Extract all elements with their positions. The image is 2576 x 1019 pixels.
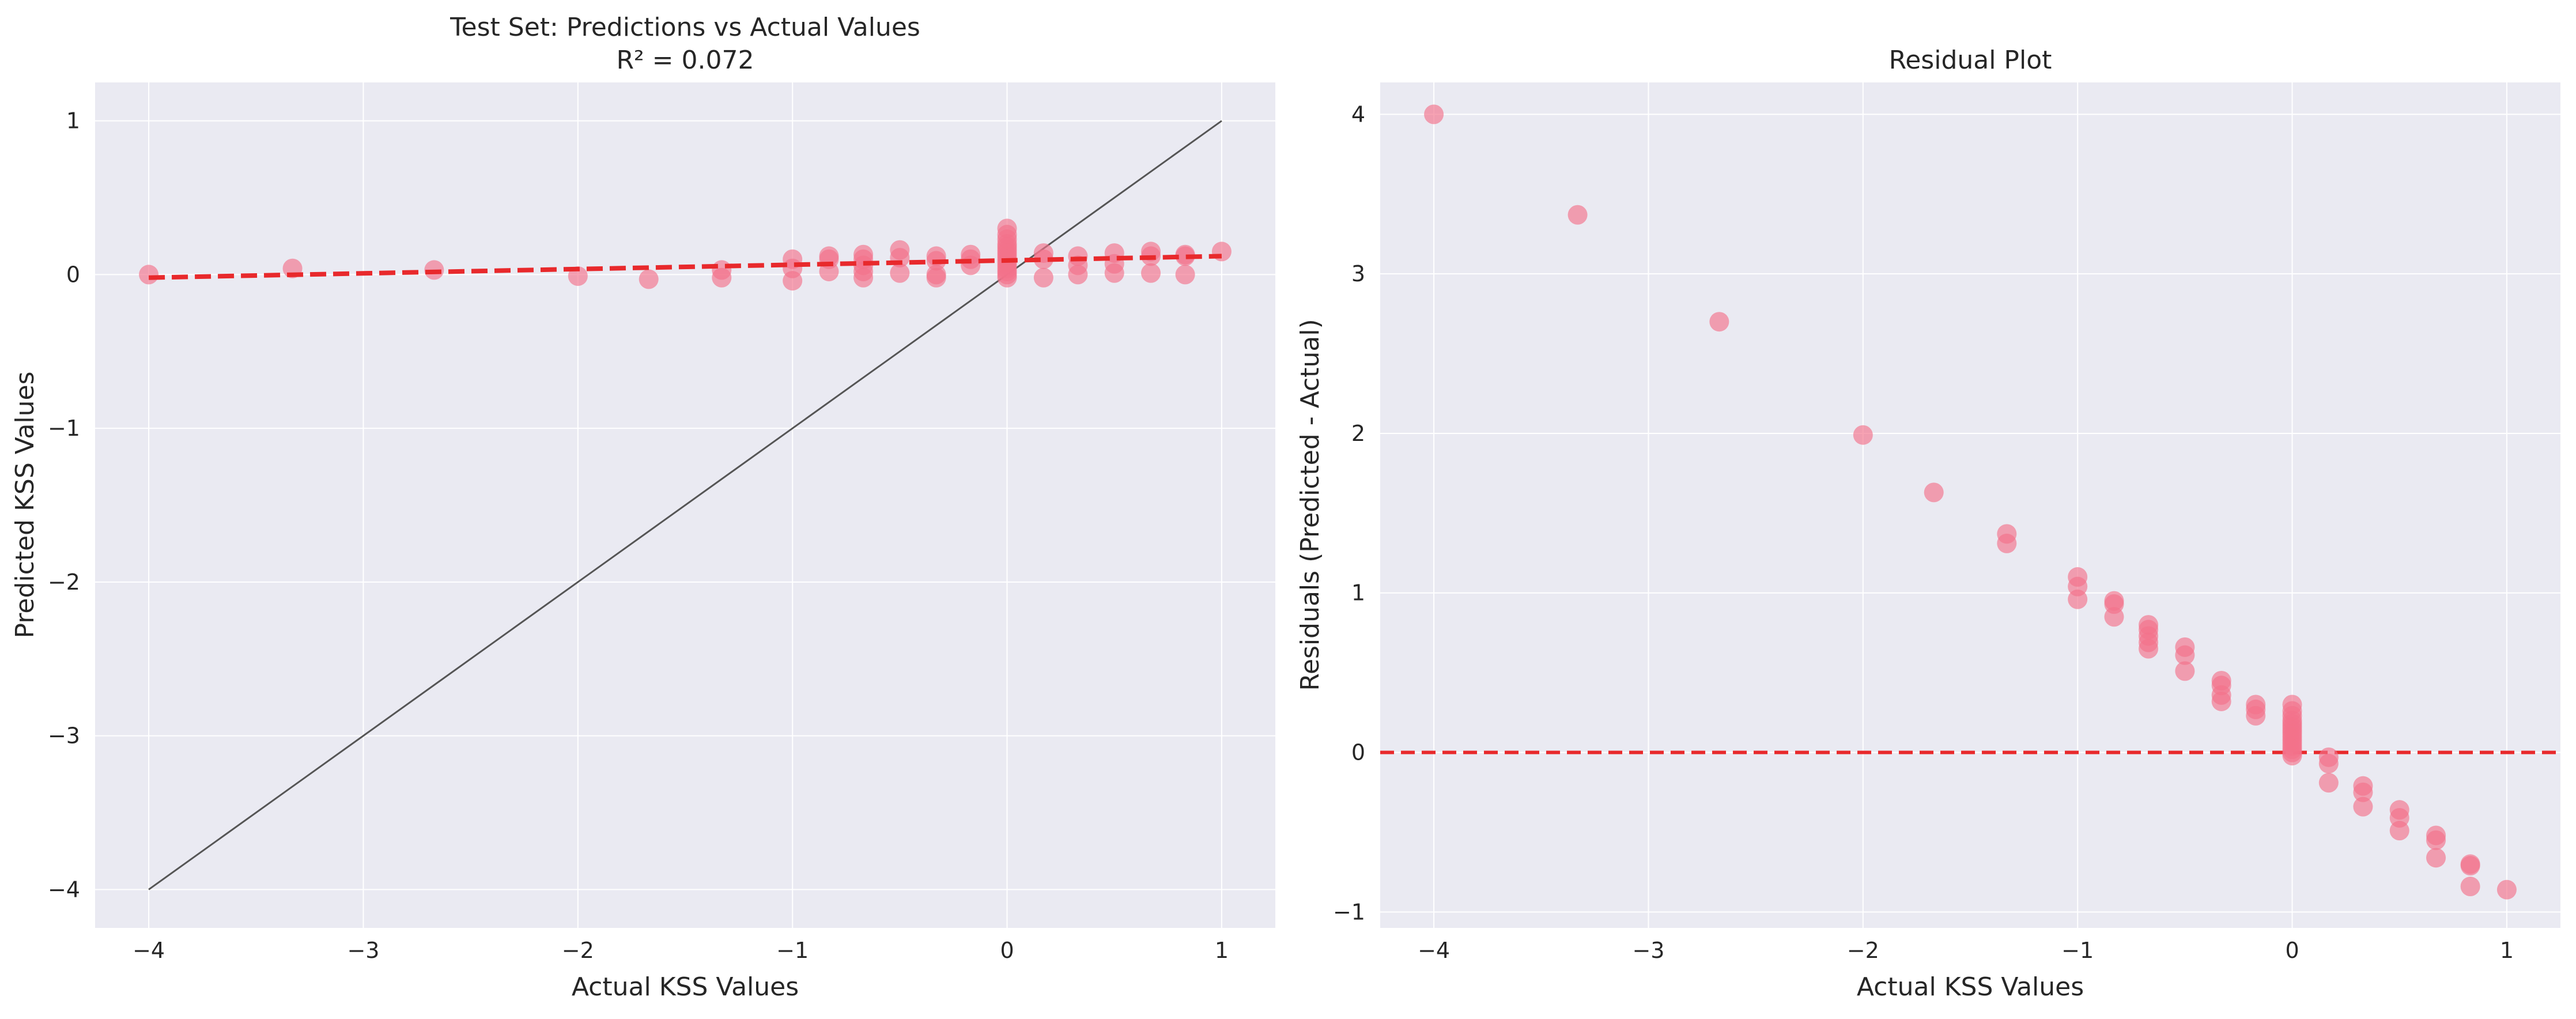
data-point bbox=[2318, 773, 2339, 793]
x-tick-label: 0 bbox=[1000, 938, 1014, 963]
y-tick-label: 4 bbox=[1351, 101, 1365, 127]
data-point bbox=[2389, 821, 2409, 841]
data-point bbox=[1709, 312, 1729, 332]
data-point bbox=[926, 267, 946, 288]
x-axis-label: Actual KSS Values bbox=[572, 972, 799, 1002]
data-point bbox=[2426, 848, 2446, 868]
x-tick-label: −3 bbox=[347, 938, 379, 963]
residual-plot-chart: −4 −3 −2 −1 0 1 −1 0 1 2 3 4 Residual Plot Actual K… bbox=[1295, 46, 2560, 1002]
x-tick-label: 1 bbox=[1215, 938, 1229, 963]
chart-title: Residual Plot bbox=[1889, 46, 2052, 75]
data-point bbox=[1104, 263, 1124, 283]
y-axis-label: Predicted KSS Values bbox=[10, 372, 40, 639]
x-tick-label: −4 bbox=[133, 938, 165, 963]
y-tick-label: 0 bbox=[1351, 740, 1365, 765]
y-tick-label: −1 bbox=[48, 416, 80, 441]
data-point bbox=[1567, 205, 1588, 225]
tick-labels: −4 −3 −2 −1 0 1 −4 −3 −2 −1 0 1 bbox=[48, 108, 1229, 963]
data-point bbox=[2068, 589, 2088, 609]
data-point bbox=[2353, 797, 2373, 817]
data-point bbox=[783, 271, 803, 291]
data-point bbox=[2104, 607, 2124, 627]
data-point bbox=[890, 263, 910, 283]
y-tick-label: 2 bbox=[1351, 421, 1365, 446]
data-point bbox=[1033, 249, 1053, 269]
y-tick-label: −1 bbox=[1333, 899, 1365, 924]
data-point bbox=[1175, 246, 1195, 266]
y-tick-label: 0 bbox=[66, 262, 80, 287]
fit-line bbox=[149, 254, 1222, 280]
data-points bbox=[139, 218, 1232, 291]
data-point bbox=[2496, 880, 2517, 900]
data-point bbox=[1068, 265, 1088, 285]
data-point bbox=[2460, 856, 2480, 876]
x-tick-label: −2 bbox=[1847, 938, 1879, 963]
y-axis-label: Residuals (Predicted - Actual) bbox=[1295, 319, 1325, 690]
data-point bbox=[1853, 425, 1873, 445]
data-point bbox=[2460, 877, 2480, 897]
chart-subtitle: R² = 0.072 bbox=[616, 46, 754, 75]
data-point bbox=[1424, 104, 1444, 124]
y-tick-label: −3 bbox=[48, 723, 80, 749]
x-axis-label: Actual KSS Values bbox=[1857, 972, 2084, 1002]
x-tick-label: −3 bbox=[1632, 938, 1664, 963]
x-tick-label: −4 bbox=[1418, 938, 1450, 963]
data-point bbox=[1924, 482, 1944, 503]
data-point bbox=[1997, 533, 2017, 553]
chart-title: Test Set: Predictions vs Actual Values bbox=[450, 13, 920, 42]
data-point bbox=[139, 265, 159, 285]
data-point bbox=[853, 267, 874, 288]
x-tick-label: −2 bbox=[562, 938, 594, 963]
data-points bbox=[1424, 104, 2517, 900]
data-point bbox=[2318, 753, 2339, 773]
y-tick-label: 1 bbox=[1351, 580, 1365, 606]
data-point bbox=[2282, 746, 2302, 766]
data-point bbox=[961, 255, 981, 275]
data-point bbox=[639, 269, 659, 289]
x-tick-label: 1 bbox=[2500, 938, 2514, 963]
data-point bbox=[1175, 265, 1195, 285]
data-point bbox=[997, 267, 1017, 288]
data-point bbox=[2211, 691, 2231, 711]
data-point bbox=[2175, 661, 2195, 681]
data-point bbox=[1141, 263, 1161, 283]
x-tick-label: 0 bbox=[2285, 938, 2299, 963]
data-point bbox=[712, 267, 732, 288]
y-tick-label: −2 bbox=[48, 569, 80, 595]
data-point bbox=[819, 262, 839, 282]
data-point bbox=[2139, 639, 2159, 659]
data-point bbox=[2246, 705, 2266, 726]
data-point bbox=[2175, 645, 2195, 665]
x-tick-label: −1 bbox=[2061, 938, 2094, 963]
data-point bbox=[2426, 830, 2446, 850]
plot-area-background bbox=[1380, 82, 2560, 928]
predictions-vs-actual-chart: −4 −3 −2 −1 0 1 −4 −3 −2 −1 0 1 Test Set: Predictio… bbox=[10, 13, 1275, 1002]
y-tick-label: 3 bbox=[1351, 261, 1365, 286]
data-point bbox=[2353, 782, 2373, 802]
y-tick-label: 1 bbox=[66, 108, 80, 134]
data-point bbox=[1033, 267, 1053, 288]
y-tick-label: −4 bbox=[48, 877, 80, 902]
x-tick-label: −1 bbox=[776, 938, 809, 963]
tick-labels: −4 −3 −2 −1 0 1 −1 0 1 2 3 4 bbox=[1333, 101, 2514, 963]
